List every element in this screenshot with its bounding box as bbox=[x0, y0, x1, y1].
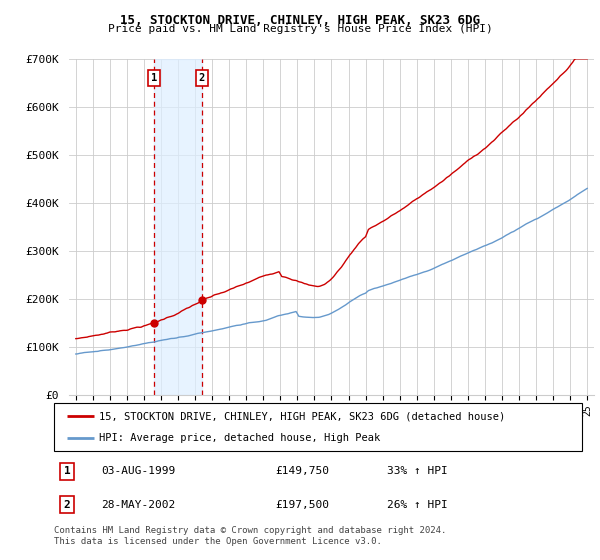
Text: £149,750: £149,750 bbox=[276, 466, 330, 476]
Text: 03-AUG-1999: 03-AUG-1999 bbox=[101, 466, 176, 476]
Text: 2: 2 bbox=[199, 73, 205, 83]
Text: 2: 2 bbox=[64, 500, 71, 510]
Text: 26% ↑ HPI: 26% ↑ HPI bbox=[386, 500, 448, 510]
Text: Contains HM Land Registry data © Crown copyright and database right 2024.
This d: Contains HM Land Registry data © Crown c… bbox=[54, 526, 446, 546]
Text: 1: 1 bbox=[64, 466, 71, 476]
Text: 28-MAY-2002: 28-MAY-2002 bbox=[101, 500, 176, 510]
Bar bbox=[154, 59, 202, 395]
Text: 15, STOCKTON DRIVE, CHINLEY, HIGH PEAK, SK23 6DG: 15, STOCKTON DRIVE, CHINLEY, HIGH PEAK, … bbox=[120, 14, 480, 27]
Text: HPI: Average price, detached house, High Peak: HPI: Average price, detached house, High… bbox=[99, 433, 380, 443]
Text: Price paid vs. HM Land Registry's House Price Index (HPI): Price paid vs. HM Land Registry's House … bbox=[107, 24, 493, 34]
Text: £197,500: £197,500 bbox=[276, 500, 330, 510]
Text: 15, STOCKTON DRIVE, CHINLEY, HIGH PEAK, SK23 6DG (detached house): 15, STOCKTON DRIVE, CHINLEY, HIGH PEAK, … bbox=[99, 411, 505, 421]
Text: 33% ↑ HPI: 33% ↑ HPI bbox=[386, 466, 448, 476]
Text: 1: 1 bbox=[151, 73, 157, 83]
